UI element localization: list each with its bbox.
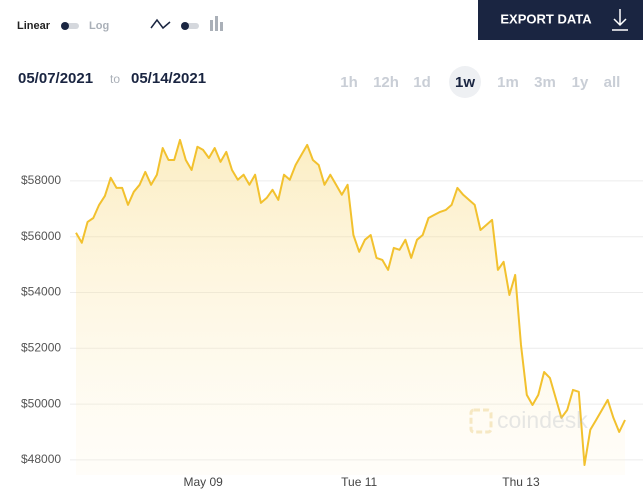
log-label: Log <box>89 20 109 32</box>
range-button[interactable]: 1h <box>340 74 358 91</box>
y-tick-label: $54000 <box>21 285 61 299</box>
export-label: EXPORT DATA <box>500 11 592 26</box>
line-icon[interactable] <box>150 18 171 30</box>
x-tick-label: Tue 11 <box>341 475 377 489</box>
watermark: coindesk <box>469 407 588 434</box>
watermark-text: coindesk <box>497 407 588 433</box>
date-to: 05/14/2021 <box>131 70 206 87</box>
export-button[interactable]: EXPORT DATA <box>478 0 643 40</box>
plot: $48000 $50000 $52000 $54000 $56000 $58000 May … <box>21 138 643 489</box>
range-selected-bg <box>449 66 481 98</box>
y-tick-label: $52000 <box>21 340 61 354</box>
range-button[interactable]: 1y <box>572 74 589 91</box>
x-tick-label: Thu 13 <box>502 475 540 489</box>
range-button[interactable]: 12h <box>373 74 399 91</box>
linear-label: Linear <box>17 20 51 32</box>
range-button[interactable]: 1w <box>455 74 475 91</box>
range-button[interactable]: 1d <box>413 74 431 91</box>
y-tick-label: $58000 <box>21 173 61 187</box>
date-from: 05/07/2021 <box>18 70 93 87</box>
y-tick-label: $56000 <box>21 229 61 243</box>
y-tick-label: $48000 <box>21 452 61 466</box>
type-toggle[interactable] <box>181 22 199 30</box>
date-to-word: to <box>110 72 120 86</box>
range-button[interactable]: 1m <box>497 74 519 91</box>
range-button[interactable]: 3m <box>534 74 556 91</box>
price-line <box>75 138 626 466</box>
x-tick-label: May 09 <box>183 475 223 489</box>
range-button[interactable]: all <box>604 74 621 91</box>
y-tick-label: $50000 <box>21 396 61 410</box>
scale-toggle[interactable] <box>61 22 79 30</box>
bar-icon[interactable] <box>210 16 223 31</box>
area <box>76 139 625 475</box>
